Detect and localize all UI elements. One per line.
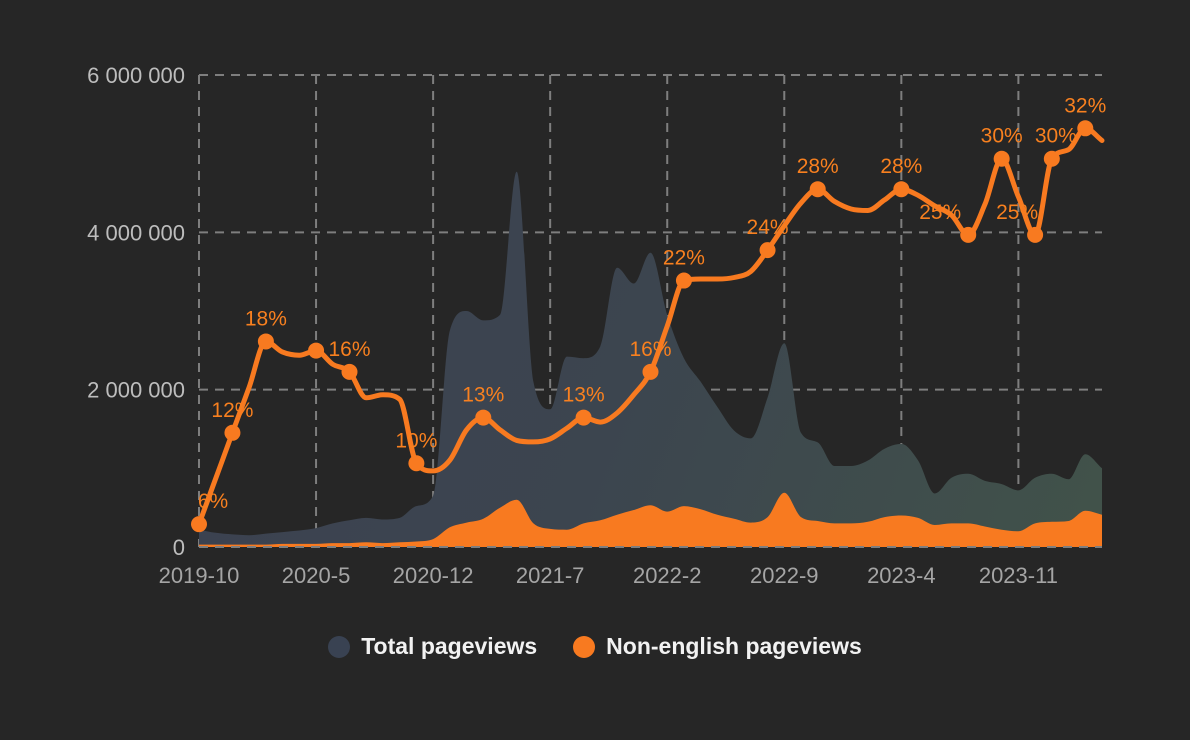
percent-point-label: 16%: [629, 338, 671, 361]
percent-point-dot: [224, 424, 241, 441]
x-axis-tick-label: 2021-7: [516, 563, 585, 588]
y-axis-tick-label: 4 000 000: [87, 220, 185, 245]
x-axis-tick-label: 2022-2: [633, 563, 702, 588]
legend-item-total-pageviews[interactable]: Total pageviews: [328, 633, 537, 660]
percent-point-label: 10%: [395, 429, 437, 452]
percent-point-label: 28%: [797, 155, 839, 178]
x-axis-tick-label: 2023-4: [867, 563, 936, 588]
percent-point-dot: [642, 363, 659, 380]
chart-legend: Total pageviews Non-english pageviews: [0, 633, 1190, 660]
percent-point-label: 12%: [211, 399, 253, 422]
legend-label-total-pageviews: Total pageviews: [361, 633, 538, 659]
y-axis-tick-label: 6 000 000: [87, 63, 185, 88]
x-axis-tick-label: 2020-5: [282, 563, 351, 588]
x-axis-tick-label: 2022-9: [750, 563, 819, 588]
total-pageviews-legend-dot-icon: [328, 635, 351, 658]
y-axis-tick-label: 2 000 000: [87, 378, 185, 403]
percent-point-dot: [1077, 120, 1094, 137]
x-axis-tick-label: 2019-10: [159, 563, 240, 588]
percent-point-dot: [960, 226, 977, 243]
percent-point-label: 13%: [462, 384, 504, 407]
percent-point-dot: [809, 181, 826, 198]
percent-point-label: 28%: [880, 155, 922, 178]
legend-item-non-english-pageviews[interactable]: Non-english pageviews: [573, 633, 862, 660]
percent-point-dot: [893, 181, 910, 198]
percent-point-dot: [759, 242, 776, 259]
legend-label-non-english-pageviews: Non-english pageviews: [606, 633, 862, 659]
percent-point-label: 24%: [747, 216, 789, 239]
percent-point-dot: [191, 516, 207, 533]
non-english-pageviews-area: [199, 492, 1102, 547]
percent-point-label: 25%: [996, 201, 1038, 224]
x-axis-tick-label: 2023-11: [979, 563, 1058, 588]
percent-point-label: 16%: [328, 338, 370, 361]
total-pageviews-area: [199, 171, 1102, 547]
percent-point-dot: [475, 409, 492, 426]
x-axis-tick-label: 2020-12: [393, 563, 474, 588]
percent-point-label: 13%: [563, 384, 605, 407]
percent-point-label: 32%: [1064, 94, 1106, 117]
non-english-pageviews-legend-dot-icon: [573, 635, 596, 658]
percent-point-label: 30%: [1035, 125, 1077, 148]
percent-point-dot: [341, 363, 358, 380]
percent-point-label: 30%: [981, 125, 1023, 148]
percent-point-label: 22%: [663, 247, 705, 270]
percent-point-dot: [575, 409, 592, 426]
y-axis-tick-label: 0: [173, 535, 185, 560]
percent-point-label: 25%: [919, 201, 961, 224]
percent-point-dot: [308, 342, 325, 359]
percent-point-dot: [675, 272, 692, 289]
percent-point-dot: [993, 150, 1010, 167]
percent-point-dot: [1027, 226, 1044, 243]
percent-point-label: 18%: [245, 307, 287, 330]
percent-point-dot: [257, 333, 274, 350]
percent-point-dot: [1043, 150, 1060, 167]
percent-point-label: 6%: [198, 490, 228, 513]
percent-point-dot: [408, 455, 425, 472]
